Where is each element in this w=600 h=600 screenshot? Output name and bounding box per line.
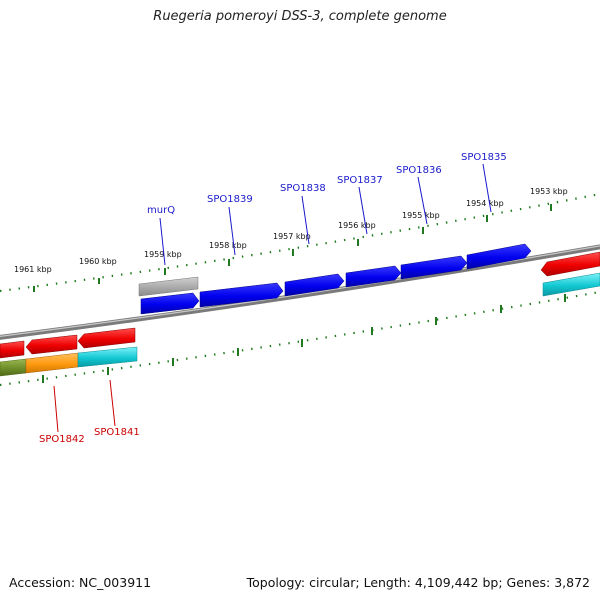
gene-spo1842-red[interactable] bbox=[25, 334, 78, 355]
gene-label-spo1839[interactable]: SPO1839 bbox=[207, 194, 253, 205]
kbp-label: 1956 kbp bbox=[338, 221, 376, 230]
gene-spo1835[interactable] bbox=[466, 243, 532, 270]
forward-genes bbox=[138, 243, 532, 315]
kbp-label: 1957 kbp bbox=[273, 232, 311, 241]
reverse-genes-right bbox=[540, 251, 600, 297]
kbp-label: 1953 kbp bbox=[530, 187, 568, 196]
gene-olive[interactable] bbox=[0, 358, 27, 377]
gene-cyan-left[interactable] bbox=[77, 346, 138, 368]
gene-spo1839[interactable] bbox=[199, 282, 284, 308]
genome-backbone-highlight bbox=[0, 245, 600, 337]
accession-text: Accession: NC_003911 bbox=[9, 575, 152, 590]
genome-backbone bbox=[0, 244, 600, 340]
kbp-label: 1961 kbp bbox=[14, 265, 52, 274]
gene-label-spo1841[interactable]: SPO1841 bbox=[94, 427, 140, 438]
gene-spo1841-red[interactable] bbox=[77, 327, 136, 349]
gene-label-spo1838[interactable]: SPO1838 bbox=[280, 183, 326, 194]
gene-label-spo1837[interactable]: SPO1837 bbox=[337, 175, 383, 186]
kbp-label: 1960 kbp bbox=[79, 257, 117, 266]
gene-spo1837[interactable] bbox=[345, 265, 402, 288]
genome-summary-text: Topology: circular; Length: 4,109,442 bp… bbox=[246, 575, 590, 590]
gene-spo1836[interactable] bbox=[400, 255, 468, 280]
gene-label-spo1836[interactable]: SPO1836 bbox=[396, 165, 442, 176]
gene-label-spo1835[interactable]: SPO1835 bbox=[461, 152, 507, 163]
gene-cyan-right[interactable] bbox=[542, 272, 600, 297]
reverse-genes-left bbox=[0, 327, 138, 377]
gene-murq-grey[interactable] bbox=[138, 276, 199, 297]
kbp-labels: 1961 kbp 1960 kbp 1959 kbp 1958 kbp 1957… bbox=[14, 187, 568, 274]
reverse-gene-labels: SPO1842 SPO1841 bbox=[39, 427, 140, 445]
forward-gene-labels: murQ SPO1839 SPO1838 SPO1837 SPO1836 SPO… bbox=[147, 152, 507, 216]
reverse-scale bbox=[0, 290, 600, 387]
kbp-label: 1955 kbp bbox=[402, 211, 440, 220]
reverse-leader-lines bbox=[53, 379, 116, 433]
forward-scale bbox=[0, 192, 600, 293]
gene-label-murq[interactable]: murQ bbox=[147, 205, 175, 216]
gene-red-left-1[interactable] bbox=[0, 340, 25, 359]
forward-leader-lines bbox=[159, 163, 492, 266]
gene-orange[interactable] bbox=[25, 352, 79, 374]
kbp-label: 1954 kbp bbox=[466, 199, 504, 208]
gene-red-right[interactable] bbox=[540, 251, 600, 277]
gene-block-blue[interactable] bbox=[140, 292, 200, 315]
gene-spo1838[interactable] bbox=[284, 273, 345, 297]
kbp-label: 1958 kbp bbox=[209, 241, 247, 250]
map-title: Ruegeria pomeroyi DSS-3, complete genome bbox=[153, 9, 447, 24]
kbp-label: 1959 kbp bbox=[144, 250, 182, 259]
gene-label-spo1842[interactable]: SPO1842 bbox=[39, 434, 85, 445]
